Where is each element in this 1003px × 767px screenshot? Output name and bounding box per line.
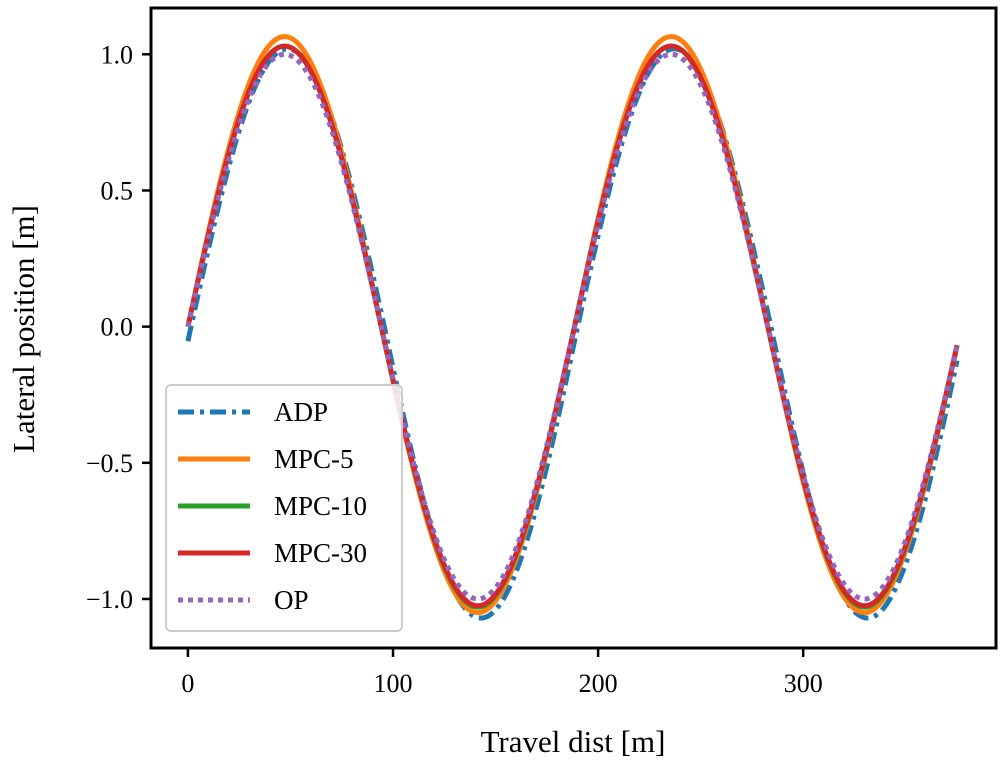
y-tick-label: −0.5 xyxy=(86,449,133,478)
legend-label-adp: ADP xyxy=(274,397,328,427)
y-axis-label: Lateral position [m] xyxy=(6,205,41,453)
legend: ADP MPC-5 MPC-10 MPC-30 OP xyxy=(165,384,403,632)
x-tick-label: 0 xyxy=(181,669,194,698)
plot-frame xyxy=(149,6,998,650)
y-tick-label: −1.0 xyxy=(86,585,133,614)
ticks-layer: 0 100 200 300 1.0 0.5 0.0 −0.5 −1.0 xyxy=(86,40,823,698)
x-tick-label: 100 xyxy=(374,669,413,698)
x-tick-label: 200 xyxy=(579,669,618,698)
y-tick-label: 0.0 xyxy=(101,313,134,342)
x-axis-label: Travel dist [m] xyxy=(481,724,666,759)
x-tick-label: 300 xyxy=(784,669,823,698)
legend-label-mpc-30: MPC-30 xyxy=(274,538,367,568)
series-line-op xyxy=(185,51,960,602)
legend-label-mpc-5: MPC-5 xyxy=(274,444,354,474)
legend-label-mpc-10: MPC-10 xyxy=(274,491,367,521)
y-tick-label: 1.0 xyxy=(101,40,134,69)
legend-box xyxy=(165,384,403,632)
y-tick-label: 0.5 xyxy=(101,176,134,205)
series-layer xyxy=(185,34,960,621)
legend-label-op: OP xyxy=(274,585,309,615)
